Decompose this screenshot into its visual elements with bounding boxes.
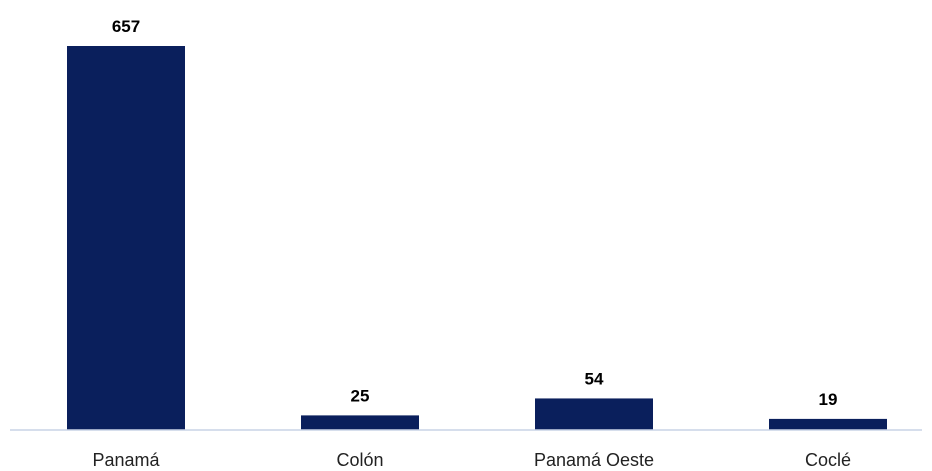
bar-1 [301,415,419,430]
data-label-1: 25 [351,386,370,405]
data-label-2: 54 [585,369,604,388]
bar-2 [535,398,653,430]
bar-0 [67,46,185,430]
bars-layer [67,46,887,430]
x-tick-label-1: Colón [336,450,383,470]
x-tick-labels-layer: Panamá Colón Panamá Oeste Coclé [92,450,851,470]
data-label-0: 657 [112,17,140,36]
data-label-3: 19 [819,390,838,409]
x-tick-label-2: Panamá Oeste [534,450,654,470]
data-labels-layer: 657 25 54 19 [112,17,838,409]
x-tick-label-3: Coclé [805,450,851,470]
bar-3 [769,418,887,430]
x-tick-label-0: Panamá [92,450,160,470]
